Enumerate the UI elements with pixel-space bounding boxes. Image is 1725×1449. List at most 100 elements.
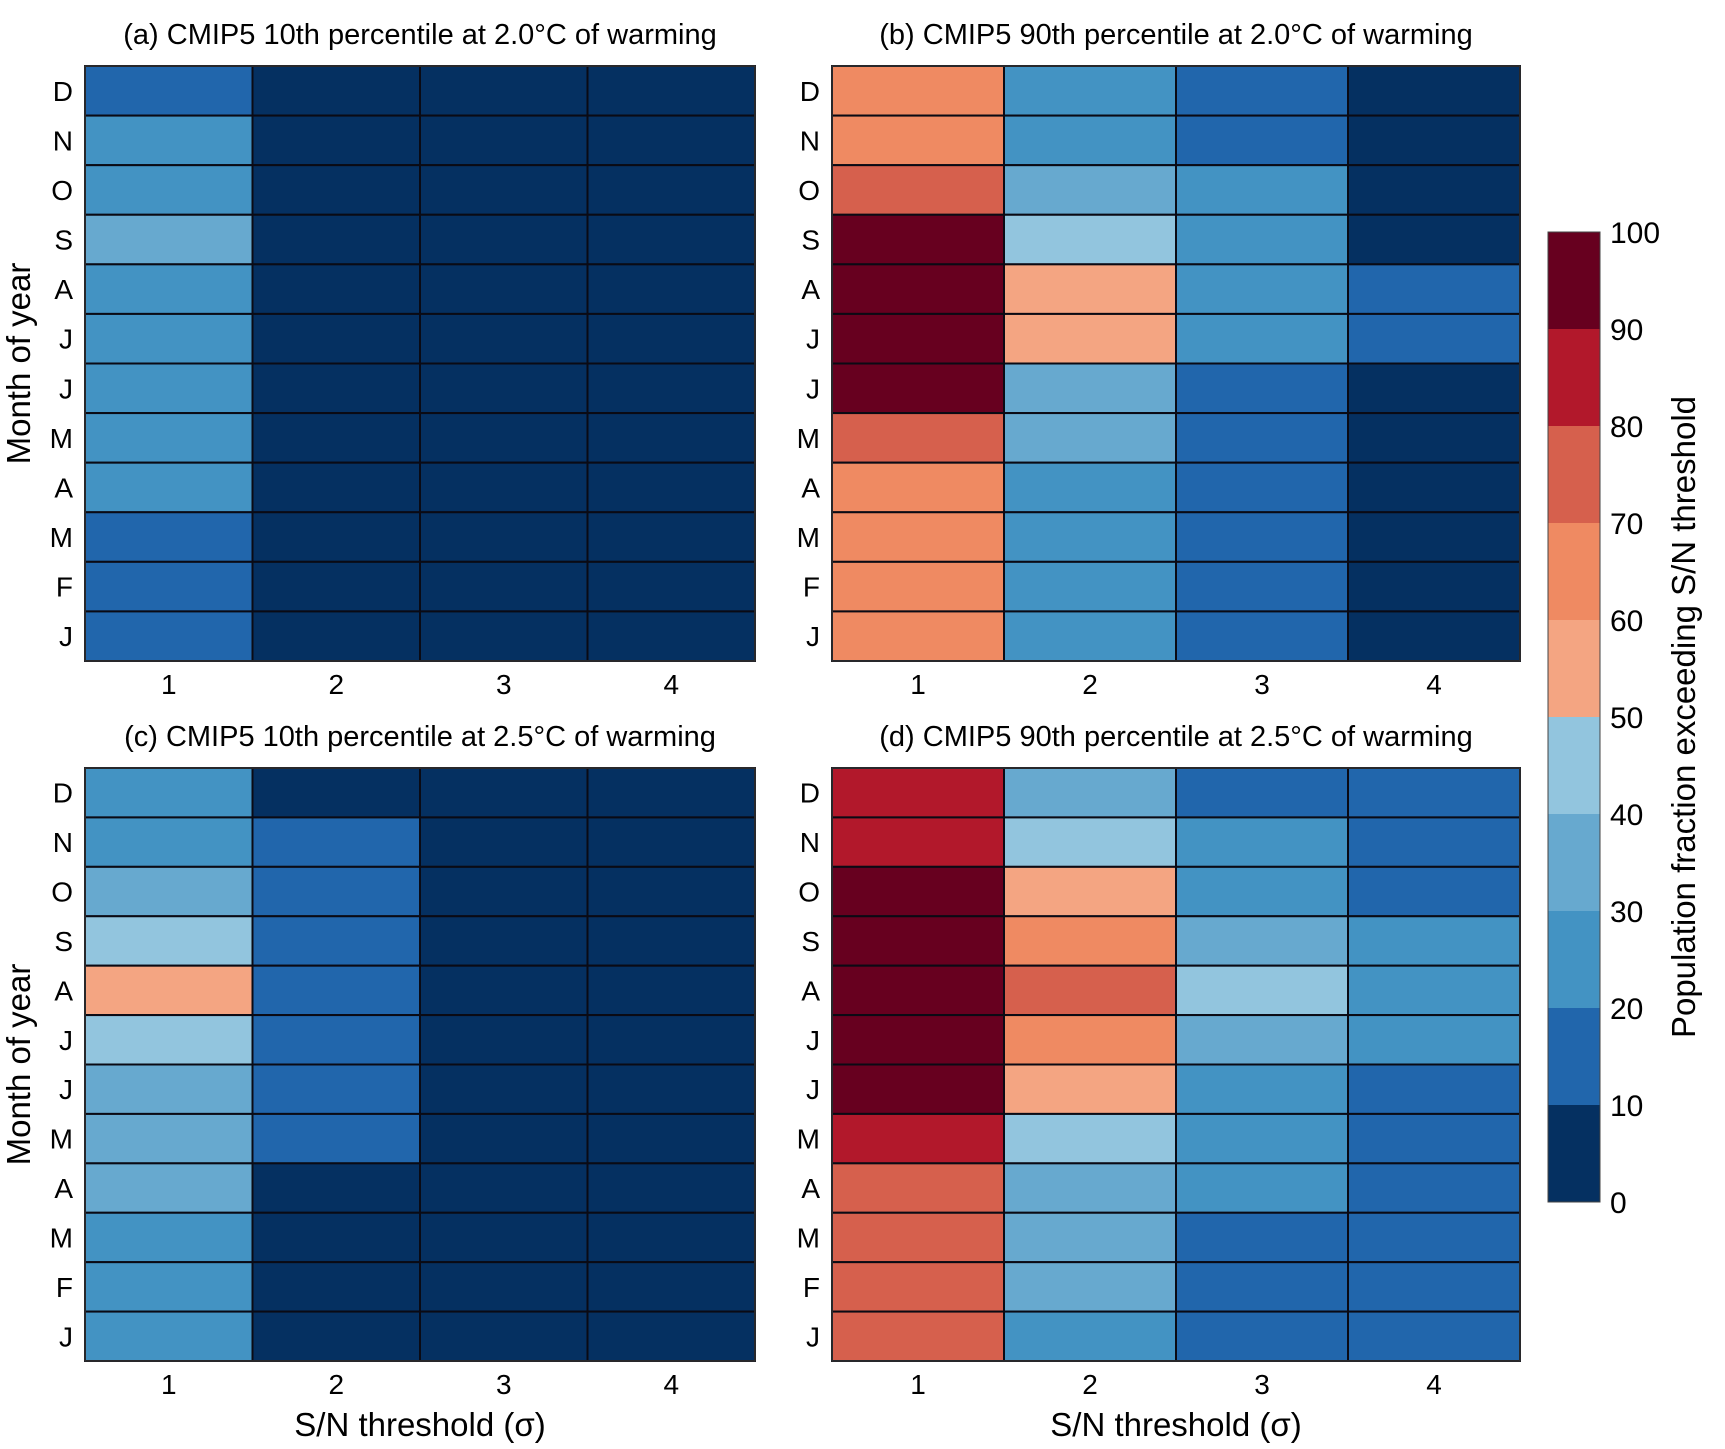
- heatmap-cell: [84, 1261, 254, 1313]
- heatmap-cell: [419, 511, 589, 563]
- heatmap-cell: [251, 362, 421, 415]
- heatmap-cell: [1003, 767, 1177, 819]
- y-tick-label: D: [800, 76, 820, 107]
- y-tick-label: N: [53, 125, 73, 156]
- colorbar-tick-label: 90: [1610, 314, 1643, 347]
- heatmap-cell: [586, 964, 756, 1017]
- heatmap-cell: [419, 610, 589, 663]
- heatmap-cell: [419, 1112, 589, 1165]
- heatmap-cell: [1003, 915, 1177, 967]
- heatmap-cell: [419, 767, 589, 819]
- heatmap-cell: [1347, 1112, 1521, 1165]
- heatmap-cell: [1003, 1211, 1177, 1264]
- heatmap-cell: [419, 1014, 589, 1066]
- heatmap-cell: [831, 213, 1005, 266]
- heatmap-cell: [1347, 767, 1521, 819]
- y-tick-label: O: [51, 175, 73, 206]
- y-tick-label: A: [54, 274, 73, 305]
- heatmap-cell: [251, 1063, 421, 1115]
- colorbar-bin: [1548, 814, 1600, 911]
- colorbar-label: Population fraction exceeding S/N thresh…: [1665, 396, 1702, 1038]
- heatmap-cell: [1347, 816, 1521, 868]
- heatmap-cell: [84, 164, 254, 216]
- heatmap-cell: [1347, 1162, 1521, 1214]
- y-tick-label: M: [797, 423, 820, 454]
- heatmap-cell: [251, 1211, 421, 1264]
- y-tick-label: J: [806, 324, 820, 355]
- heatmap-cell: [419, 461, 589, 514]
- x-tick-label: 4: [663, 1369, 679, 1400]
- colorbar-tick-label: 10: [1610, 1090, 1643, 1123]
- heatmap-cell: [831, 65, 1005, 117]
- y-tick-label: F: [56, 572, 73, 603]
- colorbar-tick-label: 30: [1610, 896, 1643, 929]
- x-tick-label: 2: [328, 669, 344, 700]
- heatmap-cell: [1347, 362, 1521, 415]
- heatmap-cell: [1003, 816, 1177, 868]
- y-tick-label: F: [803, 572, 820, 603]
- y-tick-label: D: [800, 778, 820, 809]
- y-tick-label: J: [806, 373, 820, 404]
- heatmap-cell: [831, 164, 1005, 216]
- y-tick-label: O: [798, 175, 820, 206]
- heatmap-cell: [1347, 461, 1521, 514]
- heatmap-cell: [831, 1063, 1005, 1115]
- axes-frame: [84, 767, 756, 1362]
- heatmap-cell: [1003, 461, 1177, 514]
- y-tick-label: A: [801, 975, 820, 1006]
- heatmap-cell: [84, 1162, 254, 1214]
- heatmap-cell: [586, 362, 756, 415]
- heatmap-cell: [419, 213, 589, 266]
- heatmap-cell: [1003, 610, 1177, 663]
- heatmap-cell: [419, 312, 589, 365]
- heatmap-cell: [1175, 1310, 1349, 1363]
- heatmap-cell: [1003, 1063, 1177, 1115]
- y-tick-label: A: [801, 274, 820, 305]
- y-tick-label: J: [806, 1074, 820, 1105]
- heatmap-cell: [84, 964, 254, 1017]
- heatmap-cell: [251, 263, 421, 315]
- heatmap-cell: [84, 1063, 254, 1115]
- heatmap-cell: [586, 816, 756, 868]
- y-tick-label: J: [806, 621, 820, 652]
- heatmap-cell: [586, 560, 756, 613]
- heatmap-cell: [586, 610, 756, 663]
- heatmap-cell: [251, 1261, 421, 1313]
- heatmap-cell: [84, 263, 254, 315]
- x-tick-label: 2: [1082, 669, 1098, 700]
- heatmap-cell: [586, 1310, 756, 1363]
- heatmap-cell: [586, 865, 756, 918]
- x-tick-label: 4: [1426, 1369, 1442, 1400]
- heatmap-cell: [251, 1310, 421, 1363]
- colorbar-tick-label: 0: [1610, 1187, 1627, 1220]
- panel-title: (b) CMIP5 90th percentile at 2.0°C of wa…: [879, 19, 1472, 51]
- heatmap-cell: [251, 312, 421, 365]
- heatmap-cell: [1175, 1162, 1349, 1214]
- heatmap-cell: [419, 412, 589, 464]
- heatmap-cell: [1175, 164, 1349, 216]
- heatmap-cell: [831, 412, 1005, 464]
- heatmap-cell: [586, 1261, 756, 1313]
- y-tick-label: S: [54, 926, 73, 957]
- heatmap-cell: [419, 1162, 589, 1214]
- heatmap-cell: [586, 263, 756, 315]
- heatmap-cell: [1175, 65, 1349, 117]
- heatmap-cell: [251, 213, 421, 266]
- heatmap-cell: [1175, 362, 1349, 415]
- heatmap-cell: [84, 511, 254, 563]
- heatmap-cell: [419, 915, 589, 967]
- heatmap-cell: [831, 114, 1005, 167]
- heatmap-cell: [586, 164, 756, 216]
- y-tick-label: M: [797, 1124, 820, 1155]
- heatmap-cell: [831, 964, 1005, 1017]
- heatmap-cell: [84, 312, 254, 365]
- y-tick-label: J: [806, 1321, 820, 1352]
- y-tick-label: A: [801, 472, 820, 503]
- x-axis-label: S/N threshold (σ): [294, 1406, 545, 1443]
- heatmap-cell: [1347, 65, 1521, 117]
- y-tick-label: D: [53, 76, 73, 107]
- colorbar-bin: [1548, 911, 1600, 1008]
- colorbar-tick-label: 40: [1610, 799, 1643, 832]
- colorbar-bin: [1548, 717, 1600, 814]
- heatmap-cell: [1003, 1162, 1177, 1214]
